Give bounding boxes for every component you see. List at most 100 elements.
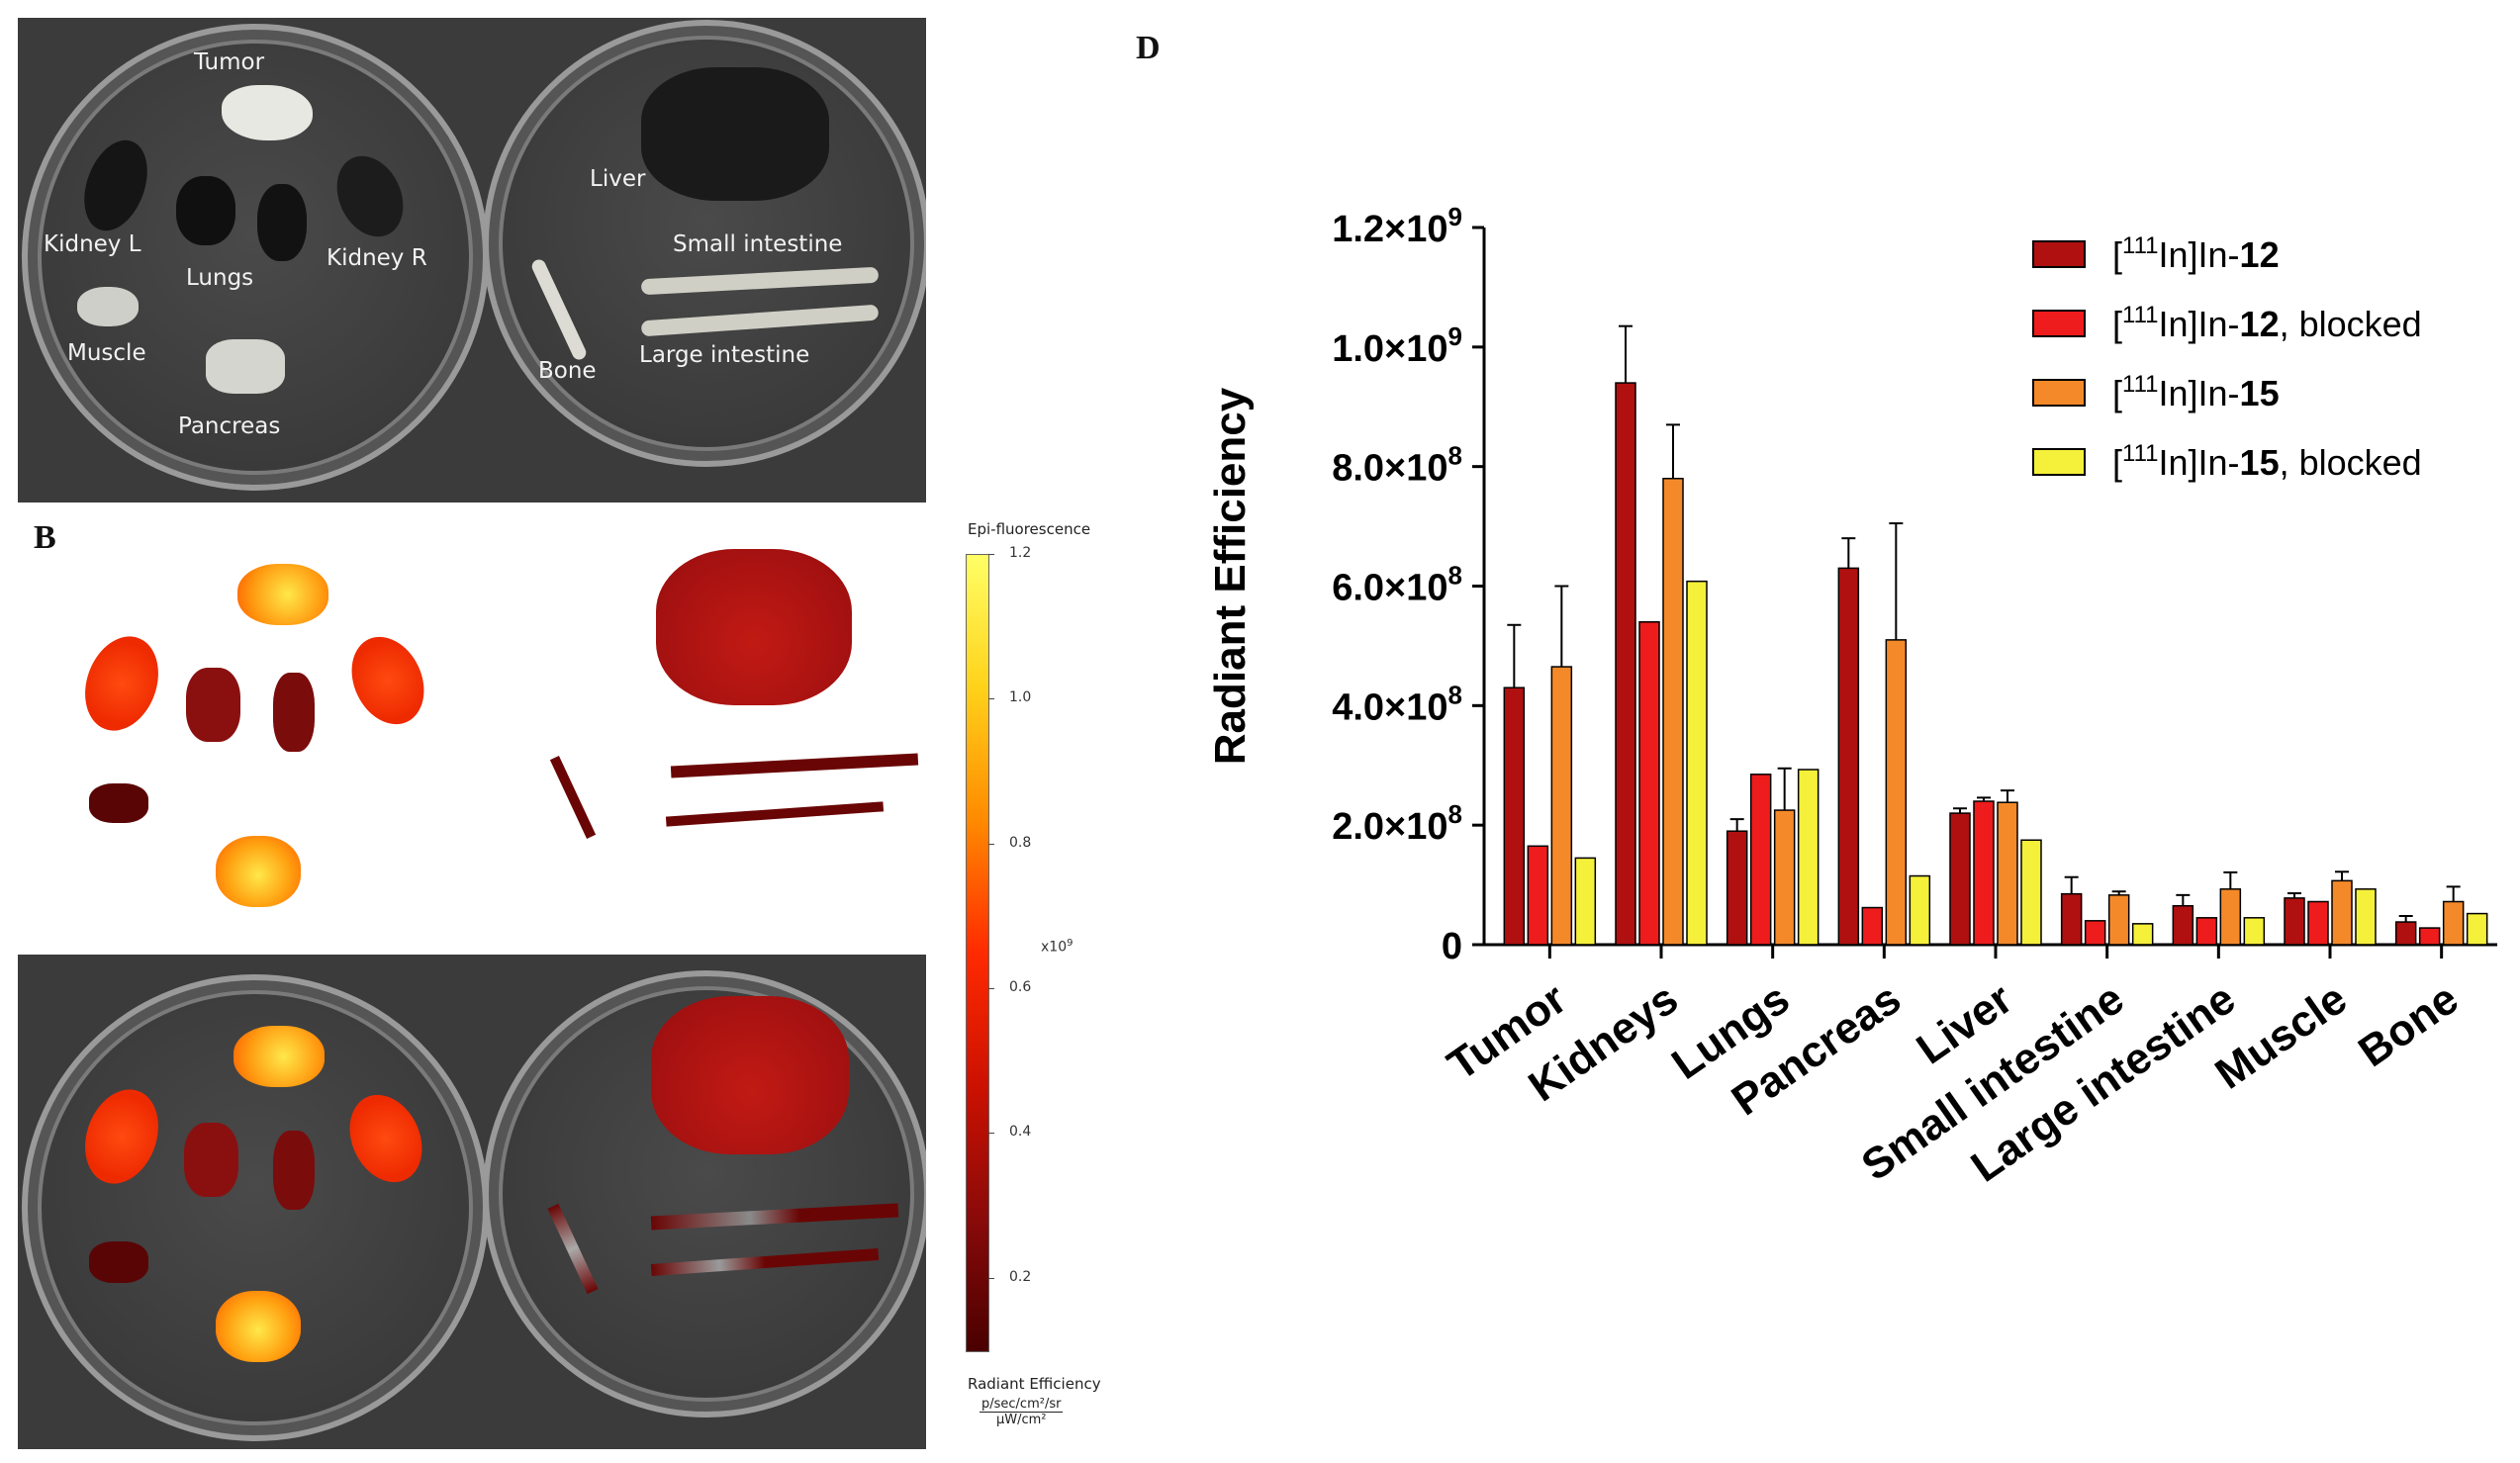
pancreas-tissue <box>206 339 285 394</box>
bar <box>1861 906 1884 946</box>
lung-right-tissue <box>257 184 307 261</box>
lung-left-signal <box>186 668 240 742</box>
scale-tick-label: 1.2 <box>1009 545 1032 561</box>
bar <box>1527 845 1549 946</box>
panel-letter-d: D <box>1136 30 1161 66</box>
scale-tick-mark <box>988 554 994 555</box>
bar <box>2107 894 2130 946</box>
bone-signal <box>549 756 597 839</box>
label-pancreas: Pancreas <box>178 413 281 439</box>
bar <box>1837 567 1860 946</box>
scale-tick-mark <box>988 1277 994 1279</box>
bar <box>1773 809 1796 946</box>
y-axis-title: Radiant Efficiency <box>1206 387 1255 765</box>
bar <box>2219 888 2242 946</box>
bar <box>1797 769 1820 946</box>
y-axis-title-text: Radiant Efficiency <box>1206 387 1255 765</box>
bar <box>2131 923 2154 946</box>
label-kidney-r: Kidney R <box>327 245 427 271</box>
scale-bar-multiplier: x109 <box>1041 938 1073 956</box>
lung-left-tissue <box>176 176 235 245</box>
bar <box>2284 897 2305 946</box>
radiant-efficiency-chart: Radiant Efficiency 0 2.0×108 4.0×108 6.0×10… <box>1206 202 2497 1192</box>
muscle-tissue <box>77 287 139 326</box>
bar <box>2331 879 2353 946</box>
y-tick-label: 8.0×108 <box>1332 441 1462 490</box>
kidney-left-signal <box>72 625 171 742</box>
bar <box>2243 917 2266 946</box>
bar <box>1909 874 1931 946</box>
muscle-overlay <box>89 1241 148 1283</box>
scale-tick-mark <box>988 698 994 700</box>
liver-signal <box>656 549 852 705</box>
pancreas-signal <box>216 836 301 907</box>
scale-tick-label: 1.0 <box>1009 689 1032 706</box>
bar <box>2020 839 2042 946</box>
bar <box>1638 621 1660 946</box>
y-tick-label: 6.0×108 <box>1332 561 1462 609</box>
pancreas-overlay <box>216 1291 301 1362</box>
legend-label: [111In]In-15, blocked <box>2112 440 2422 483</box>
bar <box>1574 857 1597 946</box>
tumor-overlay <box>233 1026 325 1087</box>
bar <box>2307 900 2329 946</box>
organ-photo-panel: Tumor Kidney L Lungs Kidney R Muscle Pan… <box>18 18 926 503</box>
bar <box>2084 920 2106 946</box>
label-kidney-l: Kidney L <box>44 231 141 257</box>
bar <box>2418 927 2441 946</box>
legend-swatch <box>2032 379 2086 407</box>
panel-letter-b: B <box>34 519 56 556</box>
legend-swatch <box>2032 448 2086 476</box>
legend-swatch <box>2032 240 2086 268</box>
label-lungs: Lungs <box>186 265 254 291</box>
bar <box>1885 639 1908 946</box>
bar <box>1615 382 1636 946</box>
muscle-signal <box>89 783 148 823</box>
y-tick-label: 1.0×109 <box>1332 321 1462 370</box>
scale-tick-label: 0.6 <box>1009 979 1032 996</box>
y-tick-label: 1.2×109 <box>1332 202 1462 250</box>
bar <box>2195 917 2218 946</box>
label-bone: Bone <box>538 358 597 384</box>
bar <box>1726 830 1748 946</box>
legend: [111In]In-12 [111In]In-12, blocked [111In]… <box>2032 232 2422 483</box>
large-intestine-signal <box>665 801 885 827</box>
bar <box>1503 686 1526 946</box>
label-muscle: Muscle <box>67 340 146 366</box>
y-tick-label: 4.0×108 <box>1332 680 1462 728</box>
overlay-panel-c <box>18 955 926 1449</box>
legend-label: [111In]In-15 <box>2112 371 2280 413</box>
bar <box>2466 912 2488 946</box>
scale-tick-mark <box>988 988 994 990</box>
label-large-intestine: Large intestine <box>639 342 810 368</box>
tumor-tissue <box>222 85 313 140</box>
scale-bar-unit-numerator: p/sec/cm²/sr <box>980 1397 1064 1413</box>
label-tumor: Tumor <box>194 49 265 75</box>
lung-right-signal <box>273 673 315 752</box>
bar <box>2060 892 2083 946</box>
scale-bar-unit-denominator: µW/cm² <box>995 1413 1047 1427</box>
lung-left-overlay <box>184 1123 238 1197</box>
bar <box>1749 774 1772 946</box>
bar <box>2442 900 2465 946</box>
scale-bar-unit-title: Radiant Efficiency <box>968 1375 1101 1393</box>
bar <box>1550 666 1573 946</box>
scale-bar-gradient <box>966 554 989 1352</box>
label-liver: Liver <box>590 166 646 192</box>
kidney-right-signal <box>337 624 438 737</box>
liver-overlay <box>651 996 849 1154</box>
scale-bar-title: Epi-fluorescence <box>968 520 1091 538</box>
y-tick-label: 2.0×108 <box>1332 799 1462 848</box>
lung-right-overlay <box>273 1131 315 1210</box>
tumor-signal <box>237 564 328 625</box>
label-small-intestine: Small intestine <box>673 231 843 257</box>
scale-tick-mark <box>988 843 994 845</box>
small-intestine-signal <box>670 753 919 778</box>
legend-swatch <box>2032 310 2086 337</box>
bar <box>2355 888 2377 946</box>
scale-bar-unit: p/sec/cm²/sr µW/cm² <box>980 1397 1064 1427</box>
y-tick-label: 0 <box>1442 926 1462 967</box>
fluorescence-panel-b <box>18 524 926 940</box>
bar <box>1997 801 2018 946</box>
